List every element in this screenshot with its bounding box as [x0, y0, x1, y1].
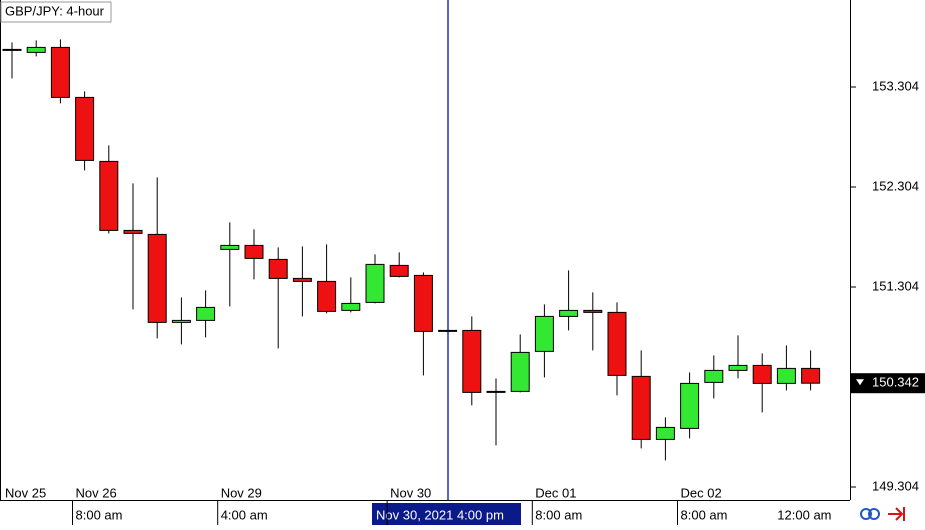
- link-icon-2[interactable]: [868, 508, 880, 520]
- candle-body: [365, 263, 385, 303]
- candle-body: [534, 315, 554, 352]
- crosshair-label-box: [372, 503, 521, 525]
- candle-body: [220, 244, 240, 250]
- date-label: Dec 01: [535, 485, 576, 500]
- time-label: 8:00 am: [681, 507, 728, 522]
- y-tick-label: 152.304: [872, 178, 919, 193]
- candle-body: [486, 390, 506, 393]
- candle-body: [559, 309, 579, 317]
- candle-body: [438, 329, 458, 332]
- chart-title: GBP/JPY: 4-hour: [5, 3, 105, 18]
- last-price-arrow: [856, 379, 864, 386]
- candle-body: [776, 367, 796, 384]
- candle-body: [196, 306, 216, 321]
- candle-body: [292, 277, 312, 282]
- link-icon[interactable]: [860, 508, 872, 520]
- candle-body: [99, 160, 119, 231]
- date-label: Nov 25: [5, 485, 46, 500]
- candle-body: [728, 364, 748, 371]
- y-tick-label: 151.304: [872, 278, 919, 293]
- candle-body: [268, 258, 288, 279]
- date-label: Dec 02: [681, 485, 722, 500]
- candle-body: [583, 309, 603, 313]
- candle-body: [341, 302, 361, 311]
- title-box: [0, 1, 112, 23]
- candle-body: [607, 311, 627, 376]
- candle-body: [462, 329, 482, 393]
- y-tick-label: 153.304: [872, 78, 919, 93]
- scroll-end-icon[interactable]: [888, 507, 905, 521]
- candle-body: [655, 426, 675, 440]
- candle-body: [704, 369, 724, 383]
- candle-body: [244, 244, 264, 259]
- time-label: 8:00 am: [535, 507, 582, 522]
- time-label: 12:00 am: [777, 507, 831, 522]
- candle-body: [413, 274, 433, 332]
- toolbar-icons[interactable]: [860, 507, 905, 521]
- last-price-label: 150.342: [872, 375, 919, 390]
- candle-body: [317, 280, 337, 312]
- time-label: 4:00 am: [221, 507, 268, 522]
- candles: [2, 39, 821, 461]
- candle-body: [631, 375, 651, 440]
- time-label: 8:00 am: [76, 507, 123, 522]
- date-label: Nov 26: [76, 485, 117, 500]
- candle-body: [801, 367, 821, 384]
- candle-body: [752, 364, 772, 384]
- candle-body: [26, 46, 46, 53]
- last-price-box: [851, 373, 925, 394]
- candle-body: [680, 382, 700, 429]
- candle-body: [389, 264, 409, 277]
- candle-body: [171, 319, 191, 323]
- candle-body: [50, 46, 70, 98]
- date-label: Nov 29: [221, 485, 262, 500]
- date-label: Nov 30: [390, 485, 431, 500]
- candle-body: [2, 48, 22, 51]
- candle-body: [147, 233, 167, 323]
- candle-body: [123, 229, 143, 234]
- crosshair-label: Nov 30, 2021 4:00 pm: [376, 507, 504, 522]
- candle-body: [75, 96, 95, 161]
- candle-body: [510, 351, 530, 392]
- y-tick-label: 149.304: [872, 478, 919, 493]
